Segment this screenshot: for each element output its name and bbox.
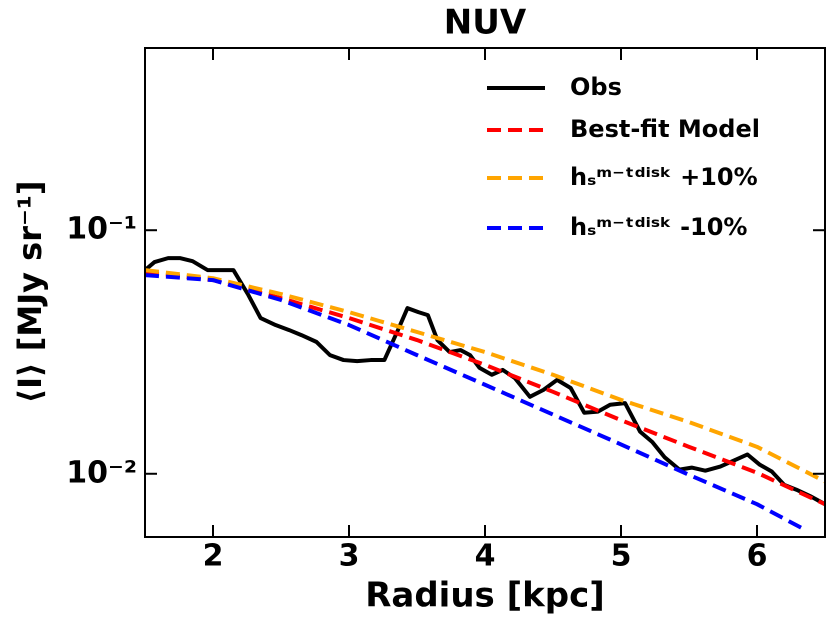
- legend-label: hₛᵐ⁻ᵗᵈⁱˢᵏ -10%: [570, 213, 747, 241]
- plot-area: [145, 256, 825, 532]
- chart-title: NUV: [444, 3, 527, 43]
- legend-label: Obs: [570, 73, 622, 101]
- x-axis-label: Radius [kpc]: [365, 576, 605, 616]
- x-tick-label: 6: [747, 539, 768, 574]
- line: [145, 270, 825, 507]
- x-tick-label: 5: [611, 539, 632, 574]
- line: [145, 256, 825, 506]
- y-tick-label: 10⁻²: [66, 455, 137, 490]
- y-tick-label: 10⁻¹: [66, 212, 137, 247]
- line: [145, 273, 806, 532]
- legend-label: Best-fit Model: [570, 115, 760, 143]
- x-tick-label: 4: [475, 539, 496, 574]
- x-tick-label: 3: [339, 539, 360, 574]
- y-axis-label: ⟨I⟩ [MJy sr⁻¹]: [11, 180, 49, 403]
- line: [145, 268, 825, 484]
- legend-label: hₛᵐ⁻ᵗᵈⁱˢᵏ +10%: [570, 163, 758, 191]
- x-tick-label: 2: [203, 539, 224, 574]
